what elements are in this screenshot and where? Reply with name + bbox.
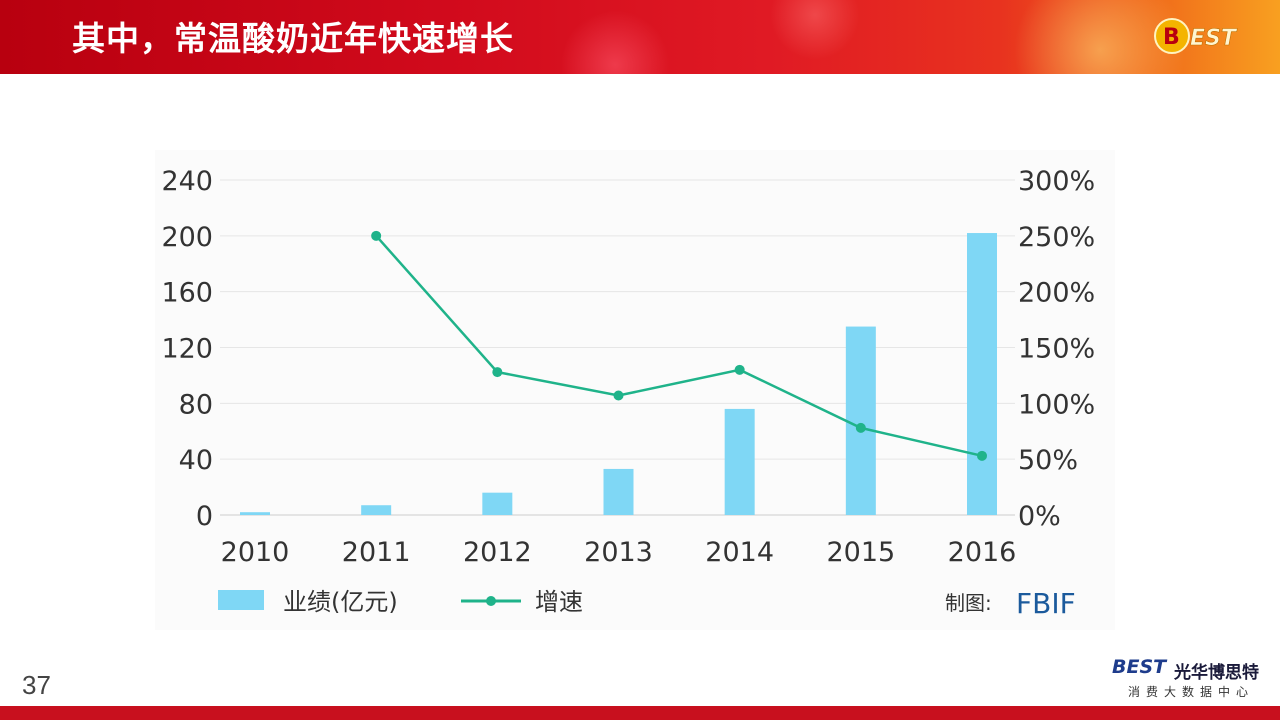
growth-point	[855, 422, 866, 433]
growth-point	[613, 390, 624, 401]
credit-source: FBIF	[1016, 587, 1076, 620]
y-right-tick-label: 250%	[1018, 222, 1095, 253]
bar	[845, 326, 876, 515]
page-number: 37	[22, 670, 51, 700]
legend-bar-swatch	[218, 590, 264, 610]
brand-subtitle: 消费大数据中心	[1128, 685, 1255, 699]
y-left-tick-label: 200	[161, 222, 213, 253]
growth-point	[371, 230, 382, 241]
bar	[724, 408, 755, 515]
bar	[967, 233, 997, 515]
x-tick-label: 2012	[463, 537, 532, 568]
title-banner: 其中，常温酸奶近年快速增长 B EST	[0, 0, 1280, 74]
x-axis: 2010 2011 2012 2013 2014 2015 2016	[221, 537, 1017, 568]
x-tick-label: 2015	[826, 537, 895, 568]
growth-line	[375, 235, 983, 458]
y-right-tick-label: 200%	[1018, 278, 1095, 309]
growth-point	[977, 450, 987, 461]
y-right-tick-label: 100%	[1018, 389, 1095, 420]
footer-bar	[0, 706, 1280, 720]
y-left-tick-label: 240	[161, 166, 213, 197]
x-tick-label: 2016	[948, 537, 1017, 568]
y-left-tick-label: 0	[196, 501, 213, 532]
best-logo-icon: B EST	[1154, 18, 1238, 54]
svg-text:EST: EST	[1190, 26, 1238, 51]
y-left-tick-label: 160	[161, 278, 213, 309]
bar	[361, 505, 392, 515]
line-series	[371, 230, 987, 461]
chart-panel: 0 40 80 120 160 200 240 0% 50% 100% 150% 200% 250% 3…	[155, 150, 1115, 630]
legend-bar-label: 业绩(亿元)	[283, 588, 398, 616]
bar-series	[240, 233, 997, 515]
growth-point	[734, 364, 745, 375]
y-axis-left: 0 40 80 120 160 200 240	[161, 166, 213, 532]
y-right-tick-label: 50%	[1018, 445, 1078, 476]
x-tick-label: 2011	[342, 537, 411, 568]
chart: 0 40 80 120 160 200 240 0% 50% 100% 150% 200% 250% 3…	[161, 166, 1095, 620]
brand-name: 光华博思特	[1174, 663, 1259, 683]
x-tick-label: 2013	[584, 537, 653, 568]
brand-logo-mark: BEST	[1112, 656, 1167, 678]
y-left-tick-label: 120	[161, 334, 213, 365]
y-right-tick-label: 300%	[1018, 166, 1095, 197]
credit-label: 制图:	[945, 591, 992, 615]
growth-point	[492, 367, 503, 378]
y-left-tick-label: 80	[179, 389, 213, 420]
x-tick-label: 2010	[221, 537, 290, 568]
legend: 业绩(亿元) 增速	[218, 588, 583, 616]
brand-logo: BEST 光华博思特 消费大数据中心	[1112, 656, 1272, 702]
svg-text:B: B	[1163, 25, 1180, 50]
y-right-tick-label: 0%	[1018, 501, 1061, 532]
legend-line-marker	[486, 596, 496, 606]
grid-lines	[220, 179, 1015, 516]
legend-line-label: 增速	[535, 588, 583, 616]
y-right-tick-label: 150%	[1018, 334, 1095, 365]
y-left-tick-label: 40	[179, 445, 213, 476]
x-tick-label: 2014	[705, 537, 774, 568]
bar	[482, 492, 513, 515]
y-axis-right: 0% 50% 100% 150% 200% 250% 300%	[1018, 166, 1095, 532]
bar	[240, 512, 270, 515]
page-title: 其中，常温酸奶近年快速增长	[72, 19, 514, 58]
bar	[603, 468, 634, 515]
